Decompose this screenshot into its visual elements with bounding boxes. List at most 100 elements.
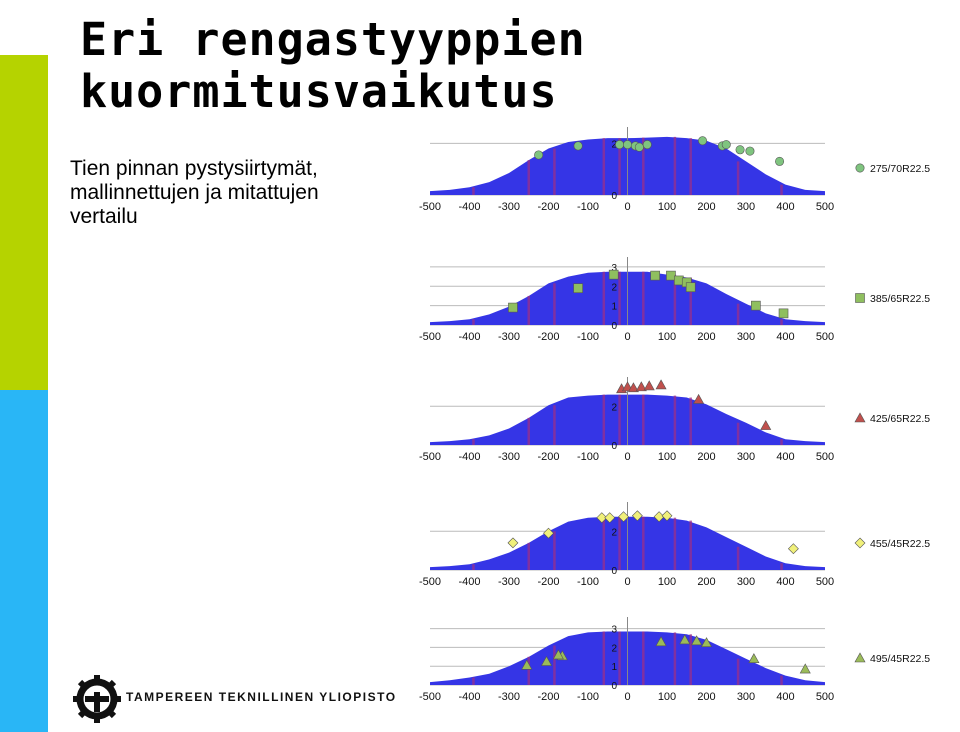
chart-2: 3 2 1 0 -500 -400 -300 -200 -100 0 100 200 300 400 500… <box>419 257 930 343</box>
y-tick-label: 1 <box>612 662 618 673</box>
y-tick-label: 0 <box>612 566 618 577</box>
slide-title-line1: Eri rengastyyppien <box>80 13 586 66</box>
data-point <box>631 510 643 522</box>
x-tick-label: 100 <box>658 331 676 343</box>
university-name: TAMPEREEN TEKNILLINEN YLIOPISTO <box>126 690 397 704</box>
data-point <box>693 393 705 404</box>
data-point <box>552 649 564 660</box>
x-tick-label: 300 <box>737 691 755 703</box>
legend-label: 495/45R22.5 <box>870 653 930 665</box>
y-tick-label: 2 <box>612 139 618 150</box>
data-point <box>748 653 760 663</box>
legend-marker <box>855 293 865 303</box>
data-point <box>573 283 583 293</box>
x-tick-label: 300 <box>737 201 755 213</box>
x-tick-label: 0 <box>624 451 630 463</box>
data-point <box>799 663 811 674</box>
data-point <box>642 140 652 150</box>
x-tick-label: 0 <box>624 576 630 588</box>
data-point <box>691 635 703 646</box>
legend-marker <box>855 163 865 173</box>
chart-1: 2 0 -500 -400 -300 -200 -100 0 100 200 300 400 500 27… <box>419 127 930 213</box>
data-point <box>666 270 676 281</box>
data-point <box>778 308 789 319</box>
x-tick-label: -200 <box>537 451 559 463</box>
data-point <box>655 636 667 647</box>
data-point <box>760 420 772 430</box>
x-tick-label: 400 <box>776 331 794 343</box>
data-point <box>534 150 544 160</box>
data-point <box>507 537 519 549</box>
legend-marker <box>854 537 866 549</box>
x-tick-label: -500 <box>419 691 441 703</box>
legend-marker <box>854 652 866 663</box>
x-tick-label: 100 <box>658 451 676 463</box>
university-logo-icon <box>73 675 121 723</box>
y-tick-label: 0 <box>612 441 618 452</box>
x-tick-label: 200 <box>697 201 715 213</box>
data-point <box>635 381 647 392</box>
data-point <box>608 269 619 280</box>
x-tick-label: 500 <box>816 201 834 213</box>
x-tick-label: -500 <box>419 451 441 463</box>
slide-title: Eri rengastyyppien kuormitusvaikutus <box>80 14 586 118</box>
x-tick-label: -200 <box>537 331 559 343</box>
legend-label: 385/65R22.5 <box>870 293 930 305</box>
x-tick-label: 200 <box>697 576 715 588</box>
data-point <box>573 141 583 151</box>
x-tick-label: 0 <box>624 201 630 213</box>
x-tick-label: -400 <box>458 576 480 588</box>
x-tick-label: -200 <box>537 201 559 213</box>
x-tick-label: -500 <box>419 576 441 588</box>
x-tick-label: 500 <box>816 691 834 703</box>
data-point <box>685 282 696 293</box>
data-point <box>623 140 633 150</box>
x-tick-label: 300 <box>737 451 755 463</box>
chart-3: 2 0 -500 -400 -300 -200 -100 0 100 200 300 400 500 42… <box>419 377 930 463</box>
data-point <box>745 146 755 156</box>
y-tick-label: 2 <box>612 527 618 538</box>
x-tick-label: -100 <box>577 201 599 213</box>
x-tick-label: -400 <box>458 331 480 343</box>
data-point <box>615 140 625 150</box>
data-point <box>735 145 745 155</box>
data-point <box>698 136 708 146</box>
slide-subtitle: Tien pinnan pystysiirtymät, mallinnettuj… <box>70 157 319 228</box>
x-tick-label: 200 <box>697 331 715 343</box>
y-tick-label: 3 <box>612 263 618 274</box>
data-point <box>596 512 608 524</box>
data-point <box>627 382 639 393</box>
data-point <box>655 379 667 390</box>
data-point <box>700 637 713 648</box>
accent-bar-green <box>0 55 48 390</box>
x-tick-label: 400 <box>776 451 794 463</box>
x-tick-label: 0 <box>624 691 630 703</box>
data-point <box>721 140 731 150</box>
slide-title-line2: kuormitusvaikutus <box>80 65 558 118</box>
x-tick-label: -300 <box>498 331 520 343</box>
y-tick-label: 2 <box>612 282 618 293</box>
x-tick-label: -100 <box>577 691 599 703</box>
y-tick-label: 0 <box>612 681 618 692</box>
x-tick-label: 100 <box>658 691 676 703</box>
y-tick-label: 0 <box>612 191 618 202</box>
x-tick-label: -400 <box>458 201 480 213</box>
y-tick-label: 2 <box>612 402 618 413</box>
data-point <box>679 634 691 645</box>
chart-5: 3 2 1 0 -500 -400 -300 -200 -100 0 100 200 300 400 500… <box>419 617 930 703</box>
legend-label: 425/65R22.5 <box>870 413 930 425</box>
data-point <box>650 270 660 281</box>
x-tick-label: -100 <box>577 451 599 463</box>
legend-label: 275/70R22.5 <box>870 163 930 175</box>
x-tick-label: 200 <box>697 691 715 703</box>
x-tick-label: -100 <box>577 576 599 588</box>
data-point <box>661 510 673 522</box>
x-tick-label: 500 <box>816 576 834 588</box>
x-tick-label: -300 <box>498 201 520 213</box>
y-tick-label: 3 <box>612 625 618 636</box>
x-tick-label: -300 <box>498 451 520 463</box>
y-tick-label: 0 <box>612 321 618 332</box>
data-point <box>787 543 799 555</box>
x-tick-label: -400 <box>458 691 480 703</box>
x-tick-label: 100 <box>658 576 676 588</box>
